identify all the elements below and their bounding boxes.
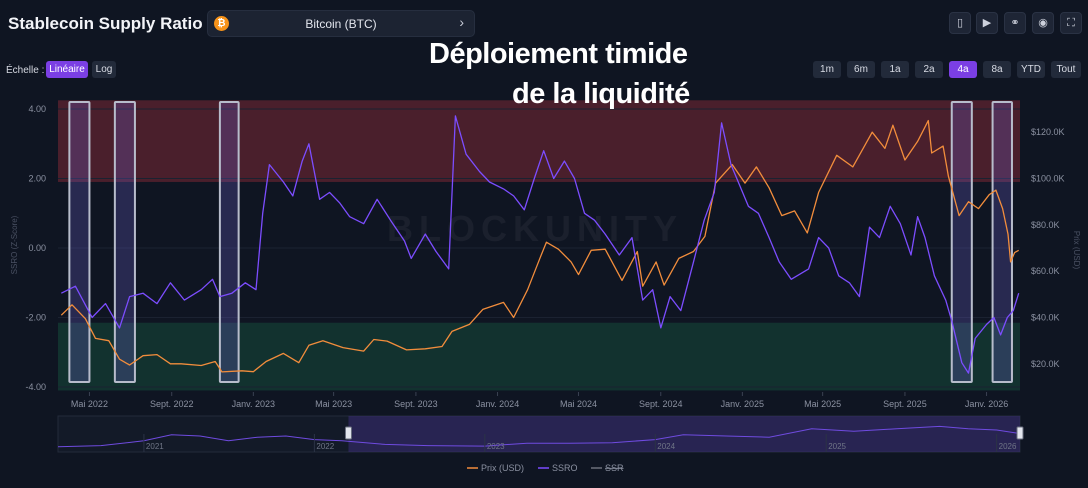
chart-series <box>60 115 1020 374</box>
navigator-handle-left[interactable] <box>344 426 352 440</box>
y-left-tick-label: 2.00 <box>28 174 46 184</box>
highlight-window <box>68 101 91 383</box>
tablet-icon[interactable]: ▯ <box>949 12 971 34</box>
legend-item[interactable]: SSRO <box>538 463 578 473</box>
chart-legend[interactable]: Prix (USD) SSRO SSR <box>467 463 624 473</box>
navigator-tick-label: 2025 <box>828 442 846 451</box>
bitcoin-icon: ₿ <box>214 16 229 31</box>
y-left-tick-label: -4.00 <box>25 382 46 392</box>
overlay-title-line1: Déploiement timide <box>429 38 688 70</box>
legend-label: SSRO <box>552 463 578 473</box>
legend-item[interactable]: Prix (USD) <box>467 463 524 473</box>
scale-label: Échelle : <box>6 65 45 76</box>
chevron-right-icon: › <box>459 14 464 30</box>
highlight-window <box>113 101 136 383</box>
ssro-series-line <box>61 115 1020 374</box>
y-right-tick-label: $120.0K <box>1031 127 1065 137</box>
undervalued-zone <box>58 322 1020 391</box>
range-tout-button[interactable]: Tout <box>1051 61 1081 78</box>
range-8a-button[interactable]: 8a <box>983 61 1011 78</box>
x-tick-label: Sept. 2022 <box>150 399 194 409</box>
x-axis: Mai 2022 Sept. 2022 Janv. 2023 Mai 2023 Sept… <box>71 392 1008 409</box>
range-ytd-button[interactable]: YTD <box>1017 61 1045 78</box>
header-bar: Stablecoin Supply Ratio ₿ Bitcoin (BTC) … <box>0 0 1088 48</box>
y-left-tick-label: 4.00 <box>28 104 46 114</box>
y-axis-right: $120.0K $100.0K $80.0K $60.0K $40.0K $20.0K <box>1031 127 1065 369</box>
link-icon[interactable]: ⚭ <box>1004 12 1026 34</box>
legend-item[interactable]: SSR <box>591 463 624 473</box>
x-tick-label: Janv. 2023 <box>232 399 275 409</box>
y-axis-left: 4.00 2.00 0.00 -2.00 -4.00 <box>25 104 46 392</box>
x-tick-label: Sept. 2023 <box>394 399 438 409</box>
y-right-tick-label: $80.0K <box>1031 220 1060 230</box>
highlight-window <box>950 101 973 383</box>
x-tick-label: Mai 2024 <box>560 399 597 409</box>
x-tick-label: Mai 2025 <box>804 399 841 409</box>
x-tick-label: Janv. 2025 <box>721 399 764 409</box>
range-2a-button[interactable]: 2a <box>915 61 943 78</box>
y-axis-right-label: Prix (USD) <box>1072 231 1081 270</box>
play-icon[interactable]: ▶ <box>976 12 998 34</box>
y-left-tick-label: 0.00 <box>28 243 46 253</box>
x-tick-label: Sept. 2025 <box>883 399 927 409</box>
navigator-tick-label: 2024 <box>657 442 675 451</box>
y-right-tick-label: $20.0K <box>1031 359 1060 369</box>
page-title: Stablecoin Supply Ratio <box>8 14 203 33</box>
x-tick-label: Janv. 2026 <box>965 399 1008 409</box>
navigator-selection <box>348 416 1020 452</box>
x-tick-label: Mai 2022 <box>71 399 108 409</box>
range-1a-button[interactable]: 1a <box>881 61 909 78</box>
y-left-tick-label: -2.00 <box>25 313 46 323</box>
navigator-series-line <box>57 425 1021 448</box>
asset-selector-label: Bitcoin (BTC) <box>305 17 377 31</box>
legend-label: SSR <box>605 463 624 473</box>
grid-lines <box>58 108 1020 388</box>
camera-icon[interactable]: ◉ <box>1032 12 1054 34</box>
y-right-tick-label: $100.0K <box>1031 174 1065 184</box>
navigator-tick-label: 2021 <box>146 442 164 451</box>
navigator-tick-label: 2023 <box>487 442 505 451</box>
y-right-tick-label: $40.0K <box>1031 313 1060 323</box>
highlight-windows <box>68 101 1013 383</box>
y-axis-left-label: SSRO (Z-Score) <box>10 215 19 274</box>
range-1m-button[interactable]: 1m <box>813 61 841 78</box>
overheated-zone <box>58 100 1020 182</box>
legend-label: Prix (USD) <box>481 463 524 473</box>
highlight-window <box>218 101 240 383</box>
scale-log-button[interactable]: Log <box>92 61 116 78</box>
scale-linear-button[interactable]: Linéaire <box>46 61 88 78</box>
price-series-line <box>60 119 1020 373</box>
x-tick-label: Mai 2023 <box>315 399 352 409</box>
y-right-tick-label: $60.0K <box>1031 266 1060 276</box>
asset-selector[interactable]: ₿ Bitcoin (BTC) › <box>207 10 475 37</box>
range-4a-button[interactable]: 4a <box>949 61 977 78</box>
range-6m-button[interactable]: 6m <box>847 61 875 78</box>
highlight-window <box>991 101 1013 383</box>
fullscreen-icon[interactable]: ⛶ <box>1060 12 1082 34</box>
x-tick-label: Sept. 2024 <box>639 399 683 409</box>
navigator-handle-right[interactable] <box>1016 426 1024 440</box>
navigator-tick-label: 2026 <box>999 442 1017 451</box>
x-tick-label: Janv. 2024 <box>476 399 519 409</box>
overlay-title-line2: de la liquidité <box>512 78 690 110</box>
navigator-tick-label: 2022 <box>316 442 334 451</box>
range-navigator[interactable]: 2021 2022 2023 2024 2025 2026 <box>57 415 1024 453</box>
